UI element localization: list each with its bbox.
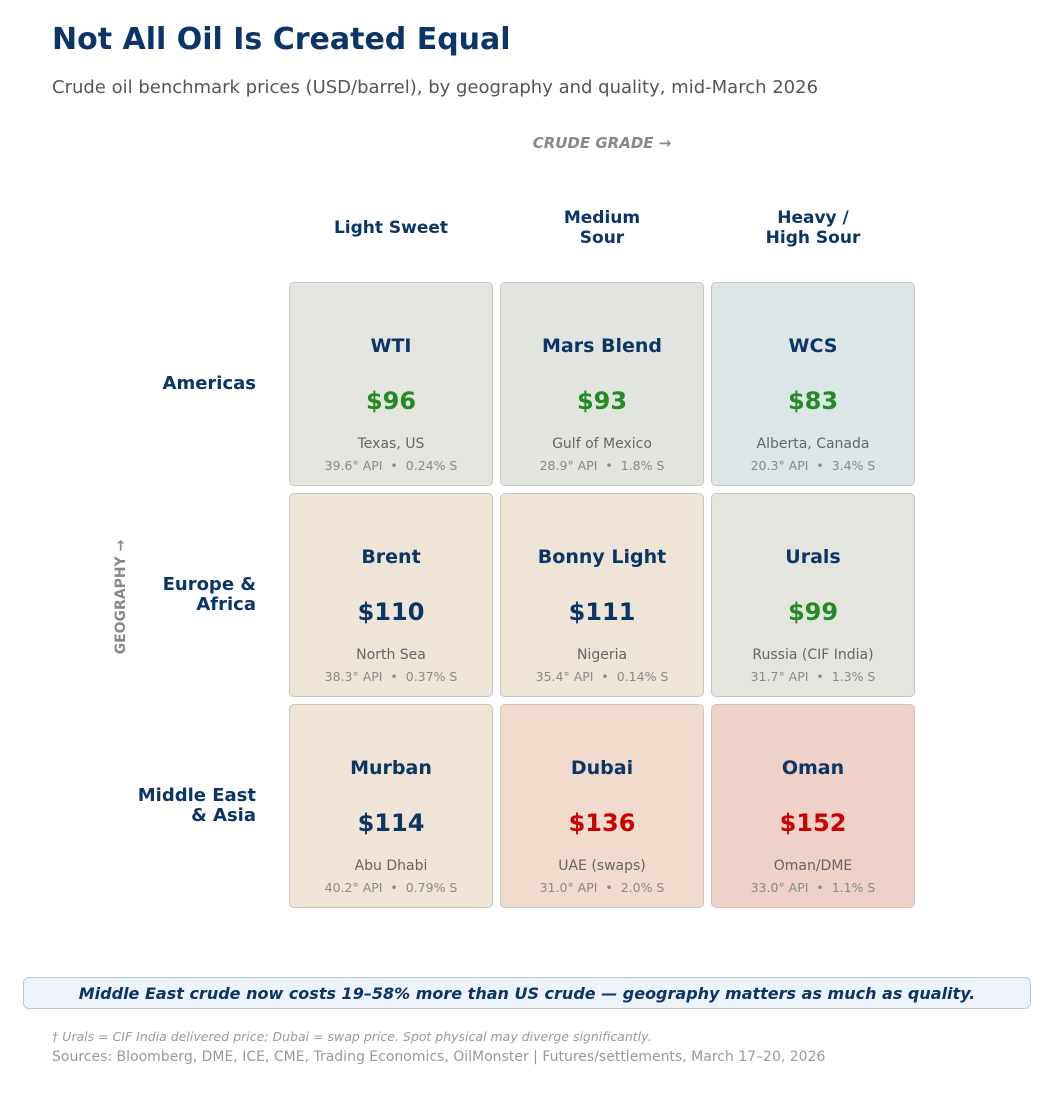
benchmark-cell: Dubai $136 UAE (swaps) 31.0° API • 2.0% S <box>500 704 704 908</box>
benchmark-location: Russia (CIF India) <box>752 647 874 663</box>
benchmark-price: $152 <box>779 809 847 837</box>
benchmark-spec: 28.9° API • 1.8% S <box>539 458 665 473</box>
benchmark-price: $110 <box>357 598 425 626</box>
benchmark-spec: 31.7° API • 1.3% S <box>750 669 876 684</box>
benchmark-name: Brent <box>361 546 421 568</box>
column-header: Medium Sour <box>499 200 705 256</box>
benchmark-name: Oman <box>781 757 845 779</box>
column-header-label: Heavy / High Sour <box>765 208 861 248</box>
benchmark-location: Texas, US <box>357 436 425 452</box>
benchmark-location: Alberta, Canada <box>756 436 870 452</box>
benchmark-price: $136 <box>568 809 636 837</box>
key-insight-callout: Middle East crude now costs 19–58% more … <box>23 977 1031 1009</box>
benchmark-cell: WTI $96 Texas, US 39.6° API • 0.24% S <box>289 282 493 486</box>
row-header-label: Middle East & Asia <box>137 785 256 826</box>
benchmark-location: Oman/DME <box>773 858 853 874</box>
benchmark-cell: Bonny Light $111 Nigeria 35.4° API • 0.14% … <box>500 493 704 697</box>
benchmark-name: Bonny Light <box>537 546 667 568</box>
benchmark-cell: Murban $114 Abu Dhabi 40.2° API • 0.79% S <box>289 704 493 908</box>
sources-note: Sources: Bloomberg, DME, ICE, CME, Tradi… <box>52 1049 826 1065</box>
benchmark-price: $114 <box>357 809 425 837</box>
benchmark-spec: 38.3° API • 0.37% S <box>324 669 458 684</box>
benchmark-spec: 35.4° API • 0.14% S <box>535 669 669 684</box>
column-header: Light Sweet <box>288 200 494 256</box>
footnote: † Urals = CIF India delivered price; Dub… <box>52 1029 652 1044</box>
benchmark-name: WTI <box>370 335 412 357</box>
benchmark-price: $96 <box>365 387 417 415</box>
benchmark-name: Murban <box>350 757 432 779</box>
benchmark-price: $93 <box>576 387 628 415</box>
benchmark-spec: 31.0° API • 2.0% S <box>539 880 665 895</box>
benchmark-spec: 39.6° API • 0.24% S <box>324 458 458 473</box>
column-header-label: Medium Sour <box>563 208 641 248</box>
benchmark-location: UAE (swaps) <box>558 858 646 874</box>
benchmark-price: $83 <box>787 387 839 415</box>
row-header-label: Europe & Africa <box>162 574 256 615</box>
benchmark-location: North Sea <box>356 647 426 663</box>
benchmark-cell: Urals $99 Russia (CIF India) 31.7° API • 1.… <box>711 493 915 697</box>
benchmark-price: $111 <box>568 598 636 626</box>
benchmark-spec: 20.3° API • 3.4% S <box>750 458 876 473</box>
benchmark-name: Dubai <box>570 757 634 779</box>
benchmark-cell: WCS $83 Alberta, Canada 20.3° API • 3.4% S <box>711 282 915 486</box>
benchmark-spec: 40.2° API • 0.79% S <box>324 880 458 895</box>
chart-title: Not All Oil Is Created Equal <box>52 22 511 57</box>
benchmark-price: $99 <box>787 598 839 626</box>
column-header: Heavy / High Sour <box>710 200 916 256</box>
benchmark-cell: Mars Blend $93 Gulf of Mexico 28.9° API • 1… <box>500 282 704 486</box>
benchmark-cell: Oman $152 Oman/DME 33.0° API • 1.1% S <box>711 704 915 908</box>
chart-subtitle: Crude oil benchmark prices (USD/barrel),… <box>52 77 819 98</box>
benchmark-location: Gulf of Mexico <box>552 436 652 452</box>
row-header: Europe & Africa <box>60 492 256 698</box>
column-header-label: Light Sweet <box>333 218 449 238</box>
benchmark-name: Mars Blend <box>541 335 663 357</box>
benchmark-cell: Brent $110 North Sea 38.3° API • 0.37% S <box>289 493 493 697</box>
row-header-label: Americas <box>162 373 256 394</box>
benchmark-location: Nigeria <box>576 647 628 663</box>
x-axis-label: CRUDE GRADE → <box>532 134 672 152</box>
benchmark-name: Urals <box>785 546 841 568</box>
benchmark-spec: 33.0° API • 1.1% S <box>750 880 876 895</box>
benchmark-location: Abu Dhabi <box>354 858 428 874</box>
row-header: Middle East & Asia <box>60 703 256 909</box>
row-header: Americas <box>60 281 256 487</box>
benchmark-name: WCS <box>788 335 838 357</box>
